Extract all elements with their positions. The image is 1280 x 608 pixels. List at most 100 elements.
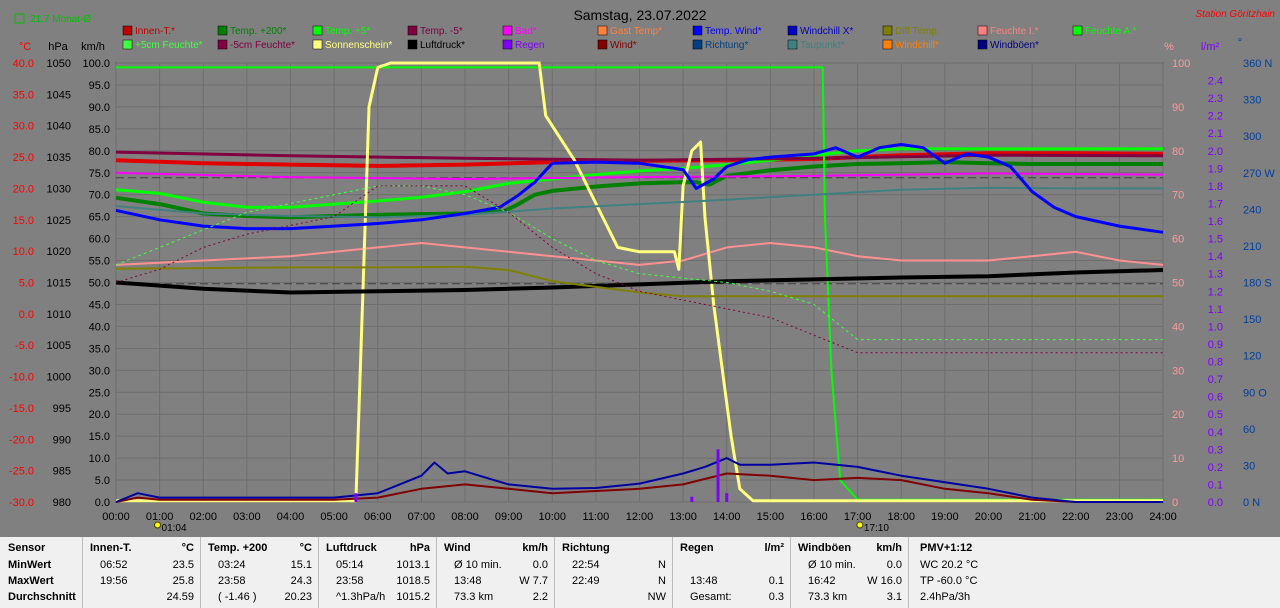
stat-column-title: Luftdruck <box>326 542 377 554</box>
legend-swatch <box>407 25 418 36</box>
legend-label: Sonnenschein* <box>325 40 392 51</box>
stat-cell-time: 05:14 <box>336 559 364 571</box>
pressure-tick-label: 1020 <box>47 246 71 258</box>
rain-tick-label: 2.4 <box>1208 76 1223 88</box>
rain-tick-label: 0.3 <box>1208 444 1223 456</box>
percent-tick-label: 100 <box>1172 58 1190 70</box>
legend-swatch <box>502 25 513 36</box>
legend-swatch <box>597 39 608 50</box>
row-label: Sensor <box>8 542 46 554</box>
legend-label: Feuchte I.* <box>990 26 1038 37</box>
time-tick-label: 11:00 <box>583 511 610 523</box>
rain-tick-label: 1.0 <box>1208 321 1223 333</box>
stat-cell-value: 23.5 <box>172 559 194 571</box>
column-divider <box>790 537 791 608</box>
time-tick-label: 08:00 <box>451 511 479 523</box>
stat-cell-value: 25.8 <box>172 575 194 587</box>
legend-swatch <box>502 39 513 50</box>
wind-tick-label: 95.0 <box>89 80 110 92</box>
time-tick-label: 05:00 <box>320 511 348 523</box>
stat-cell-value: 0.1 <box>768 575 784 587</box>
pressure-tick-label: 1045 <box>47 89 71 101</box>
rain-tick-label: 0.4 <box>1208 427 1223 439</box>
legend-swatch <box>977 25 988 36</box>
pressure-tick-label: 1015 <box>47 278 71 290</box>
stat-cell-time: 73.3 km <box>454 591 494 603</box>
stat-cell-time: 73.3 km <box>808 591 848 603</box>
time-tick-label: 04:00 <box>277 511 305 523</box>
wind-tick-label: 35.0 <box>89 343 110 355</box>
rain-tick-label: 1.7 <box>1208 198 1223 210</box>
stat-cell-value: 1015.2 <box>396 591 430 603</box>
row-label: Durchschnitt <box>8 591 76 603</box>
wind-tick-label: 20.0 <box>89 409 110 421</box>
percent-tick-label: 80 <box>1172 146 1184 158</box>
temp-tick-label: 5.0 <box>19 278 34 290</box>
wind-tick-label: 90.0 <box>89 102 110 114</box>
direction-tick-label: 330 <box>1243 95 1261 107</box>
wind-tick-label: 45.0 <box>89 299 110 311</box>
series-feuchte-i <box>115 242 1164 266</box>
rain-tick-label: 0.8 <box>1208 357 1223 369</box>
statistics-panel: Sensor MinWert MaxWert Durchschnitt Innen-T.… <box>0 537 1280 608</box>
pressure-tick-label: 995 <box>53 403 71 415</box>
percent-axis-unit: % <box>1164 41 1174 53</box>
stat-column-title: Richtung <box>562 542 610 554</box>
series-temp-5 <box>115 150 1164 162</box>
stat-cell-time: ( -1.46 ) <box>218 591 257 603</box>
legend-swatch <box>312 25 323 36</box>
wind-tick-label: 5.0 <box>95 475 110 487</box>
pressure-tick-label: 1040 <box>47 121 71 133</box>
wind-tick-label: 50.0 <box>89 278 110 290</box>
legend-swatch <box>882 25 893 36</box>
legend-swatch <box>597 25 608 36</box>
sunset-icon <box>856 521 864 529</box>
column-divider <box>672 537 673 608</box>
monat-label: 21.7 Monat-Ø <box>30 14 91 25</box>
rain-tick-label: 1.6 <box>1208 216 1223 228</box>
pressure-tick-label: 1025 <box>47 215 71 227</box>
percent-tick-label: 90 <box>1172 102 1184 114</box>
percent-tick-label: 20 <box>1172 409 1184 421</box>
rain-tick-label: 2.1 <box>1208 128 1223 140</box>
time-tick-label: 24:00 <box>1149 511 1177 523</box>
legend-label: Richtung* <box>705 40 748 51</box>
wind-tick-label: 75.0 <box>89 168 110 180</box>
legend-swatch <box>312 39 323 50</box>
direction-tick-label: 30 <box>1243 460 1255 472</box>
series-diff-temp <box>115 265 1163 298</box>
series-bad <box>115 171 1164 180</box>
stat-column-title: Windböen <box>798 542 852 554</box>
column-divider <box>318 537 319 608</box>
stat-cell-time: 13:48 <box>690 575 718 587</box>
column-divider <box>436 537 437 608</box>
legend-label: Innen-T.* <box>135 26 175 37</box>
wind-tick-label: 0.0 <box>95 497 110 509</box>
series-windb-en <box>115 457 1163 503</box>
stat-column-unit: km/h <box>522 542 548 554</box>
time-tick-label: 22:00 <box>1062 511 1090 523</box>
pmv-line: WC 20.2 °C <box>920 559 979 571</box>
direction-tick-label: 0 N <box>1243 497 1260 509</box>
wind-tick-label: 15.0 <box>89 431 110 443</box>
rain-axis-unit: l/m² <box>1201 41 1220 53</box>
rain-tick-label: 1.4 <box>1208 251 1223 263</box>
legend-label: Gast Temp* <box>610 26 662 37</box>
stat-column-title: Innen-T. <box>90 542 132 554</box>
pressure-tick-label: 980 <box>53 497 71 509</box>
stat-cell-value: NW <box>647 591 666 603</box>
time-tick-label: 17:00 <box>844 511 872 523</box>
temp-tick-label: -10.0 <box>9 372 34 384</box>
chart-title: Samstag, 23.07.2022 <box>573 7 706 23</box>
time-tick-label: 06:00 <box>364 511 392 523</box>
direction-tick-label: 360 N <box>1243 58 1272 70</box>
time-tick-label: 09:00 <box>495 511 523 523</box>
stat-cell-value: 15.1 <box>290 559 312 571</box>
direction-tick-label: 300 <box>1243 131 1261 143</box>
direction-tick-label: 270 W <box>1243 168 1275 180</box>
rain-tick-label: 0.6 <box>1208 392 1223 404</box>
stat-cell-value: 0.0 <box>886 559 902 571</box>
temp-axis-unit: °C <box>19 41 31 53</box>
legend-swatch <box>787 39 798 50</box>
direction-tick-label: 120 <box>1243 351 1261 363</box>
